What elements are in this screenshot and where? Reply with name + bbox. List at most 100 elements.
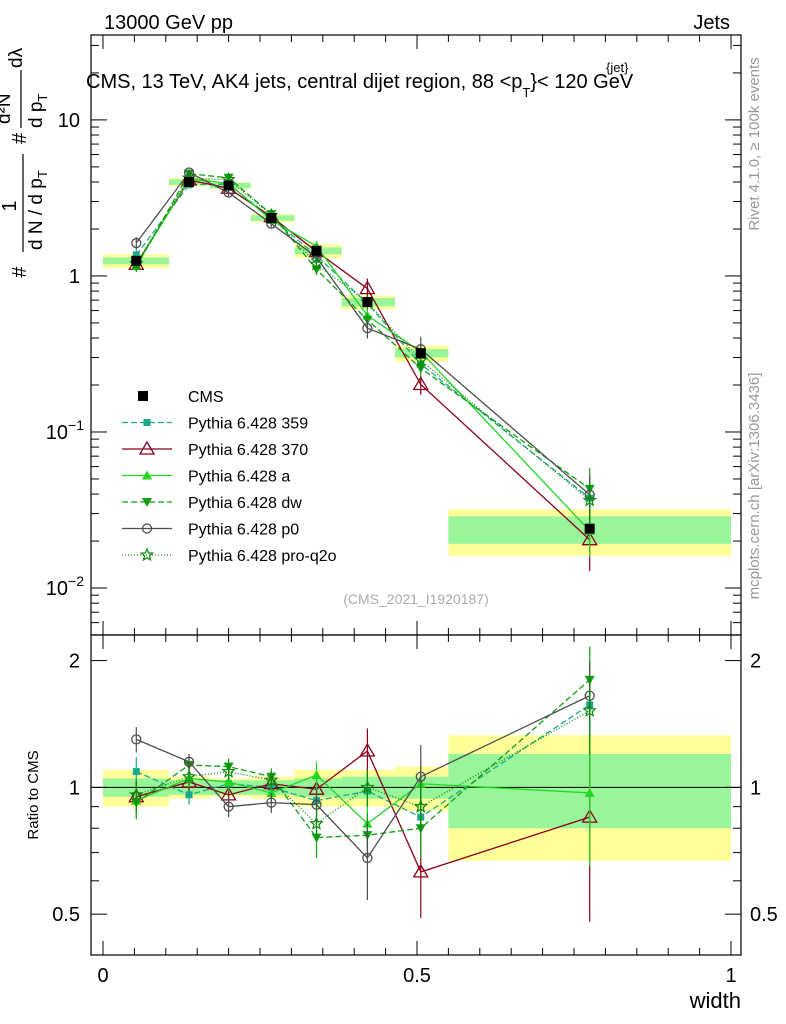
legend-pythia-6-428-a-marker: [142, 470, 152, 480]
legend-pythia-6-428-359-label: Pythia 6.428 359: [188, 416, 308, 433]
legend: CMS Pythia 6.428 359 Pythia 6.428 370 Pythi…: [122, 389, 337, 565]
chart-title-p: p: [511, 71, 522, 93]
chart-title: CMS, 13 TeV, AK4 jets, central dijet reg…: [86, 71, 634, 100]
cms-data-marker: [415, 348, 426, 359]
pythia-6-428-dw-ratio-line: [135, 679, 591, 839]
legend-pythia-6-428-359-marker: [143, 419, 151, 426]
ylabel-dl: dλ: [6, 47, 27, 68]
pythia-6-428-pro-q2o-main-marker: [413, 352, 429, 367]
ratio-uncertainty-bands: [103, 735, 731, 861]
y-tick-label-ratio-right: 2: [750, 651, 761, 673]
pythia-6-428-359-main-marker: [132, 251, 140, 259]
axis-tick-labels: 0 0.5 1 10 1 10−1 10−2 2 2 1 1 0.5 0.5: [46, 110, 778, 987]
pythia-6-428-dw-main-line: [135, 173, 591, 490]
rivet-side-label: Rivet 4.1.0, ≥ 100k events: [746, 57, 763, 230]
cms-data-marker: [362, 297, 373, 308]
pythia-6-428-pro-q2o-main-marker: [582, 492, 597, 507]
y-tick-label-main: 10−1: [46, 417, 84, 444]
pythia-6-428-pro-q2o-main-marker: [309, 256, 324, 271]
pythia-6-428-a-ratio-marker: [311, 769, 322, 779]
process-label: Jets: [693, 12, 730, 34]
x-tick-label: 1: [725, 965, 736, 987]
pythia-6-428-p0-ratio-marker: [223, 801, 234, 812]
legend-pythia-6-428-dw-label: Pythia 6.428 dw: [188, 495, 302, 512]
y-tick-label-ratio-left: 2: [69, 651, 80, 673]
energy-label: 13000 GeV pp: [104, 12, 233, 34]
pythia-6-428-pro-q2o-ratio-marker: [309, 816, 324, 830]
x-tick-label: 0: [97, 965, 108, 987]
legend-pythia-6-428-p0-label: Pythia 6.428 p0: [188, 522, 299, 539]
x-tick-label: 0.5: [403, 965, 431, 987]
cms-data-marker: [266, 213, 277, 224]
chart-title-end: }< 120 GeV: [530, 71, 634, 93]
ylabel-hash2: #: [9, 132, 31, 144]
ratio-series-layer: [128, 646, 598, 922]
pythia-6-428-a-ratio-marker: [266, 787, 277, 797]
legend-pythia-6-428-370-label: Pythia 6.428 370: [188, 442, 308, 459]
pythia-6-428-pro-q2o-ratio-marker: [221, 763, 236, 778]
x-axis-label: width: [689, 988, 741, 1013]
axis-ticks: [91, 35, 741, 956]
pythia-6-428-p0-ratio-marker: [266, 797, 277, 808]
pythia-6-428-p0-ratio-marker: [183, 756, 195, 767]
pythia-6-428-370-main-marker: [359, 280, 376, 295]
y-tick-label-ratio-right: 0.5: [750, 904, 778, 926]
y-tick-label-main: 10−2: [46, 573, 84, 600]
pythia-6-428-pro-q2o-ratio-marker: [264, 772, 279, 787]
legend-pythia-6-428-370-marker: [138, 440, 156, 455]
pythia-6-428-p0-ratio-marker: [131, 734, 142, 745]
y-tick-label-ratio-left: 0.5: [52, 904, 80, 926]
ratio-plot-frame: [90, 634, 742, 956]
pythia-6-428-359-ratio-line: [136, 704, 591, 818]
ylabel-one: 1: [0, 200, 21, 211]
ratio-y-label: Ratio to CMS: [25, 750, 42, 839]
pythia-6-428-a-ratio-marker: [584, 787, 595, 797]
pythia-6-428-370-ratio-line: [136, 749, 590, 873]
cms-data-points: [131, 176, 595, 534]
legend-pythia-6-428-pro-q2o-marker: [139, 547, 155, 562]
y-axis-label: # 1 d N / d pT # d²N d pT dλ: [0, 47, 50, 277]
pythia-6-428-p0-ratio-line: [136, 695, 590, 859]
ylabel-dN: d N / d pT: [26, 170, 50, 250]
pythia-6-428-p0-ratio-marker: [362, 852, 373, 864]
pythia-6-428-370-ratio-marker: [359, 742, 376, 757]
y-tick-label-main: 10: [58, 110, 80, 132]
mcplots-side-label: mcplots.cern.ch [arXiv:1306.3436]: [746, 373, 763, 600]
legend-cms-marker: [138, 391, 148, 401]
pythia-6-428-pro-q2o-ratio-marker: [181, 769, 197, 783]
pythia-6-428-370-main-marker: [412, 376, 429, 391]
pythia-6-428-p0-main-marker: [131, 237, 142, 249]
ylabel-d2N: d²N: [0, 93, 15, 124]
legend-pythia-6-428-pro-q2o-label: Pythia 6.428 pro-q2o: [188, 548, 337, 565]
legend-cms-label: CMS: [188, 389, 224, 406]
cms-data-marker: [223, 180, 234, 191]
cms-data-marker: [584, 523, 595, 534]
pythia-6-428-359-ratio-marker: [132, 768, 140, 776]
legend-pythia-6-428-dw-marker: [142, 498, 152, 507]
y-tick-label-ratio-left: 1: [69, 777, 80, 799]
pythia-6-428-pro-q2o-ratio-marker: [413, 798, 429, 813]
pythia-6-428-p0-main-marker: [362, 323, 373, 334]
chart-title-sub: T: [522, 85, 530, 100]
cms-data-marker: [311, 245, 322, 256]
ylabel-dpT: d pT: [26, 94, 50, 128]
pythia-6-428-370-main-line: [135, 179, 591, 541]
legend-pythia-6-428-p0-marker: [141, 523, 153, 534]
watermark: (CMS_2021_I1920187): [343, 591, 489, 607]
y-tick-label-main: 1: [69, 266, 80, 288]
cms-data-marker: [184, 176, 195, 187]
chart-title-main: CMS, 13 TeV, AK4 jets, central dijet reg…: [86, 71, 511, 93]
pythia-6-428-pro-q2o-ratio-marker: [129, 787, 144, 802]
y-tick-label-ratio-right: 1: [750, 777, 761, 799]
ylabel-hash1: #: [9, 266, 31, 278]
pythia-6-428-pro-q2o-ratio-marker: [582, 703, 597, 717]
chart-title-sup: {jet}: [606, 60, 629, 75]
pythia-6-428-370-ratio-marker: [412, 863, 429, 878]
pythia-6-428-359-ratio-marker: [185, 791, 193, 799]
pythia-6-428-a-ratio-marker: [223, 776, 234, 786]
pythia-6-428-pro-q2o-ratio-marker: [360, 779, 375, 794]
cms-data-marker: [131, 255, 142, 266]
pythia-6-428-p0-ratio-marker: [415, 771, 426, 782]
legend-pythia-6-428-a-label: Pythia 6.428 a: [188, 469, 290, 486]
